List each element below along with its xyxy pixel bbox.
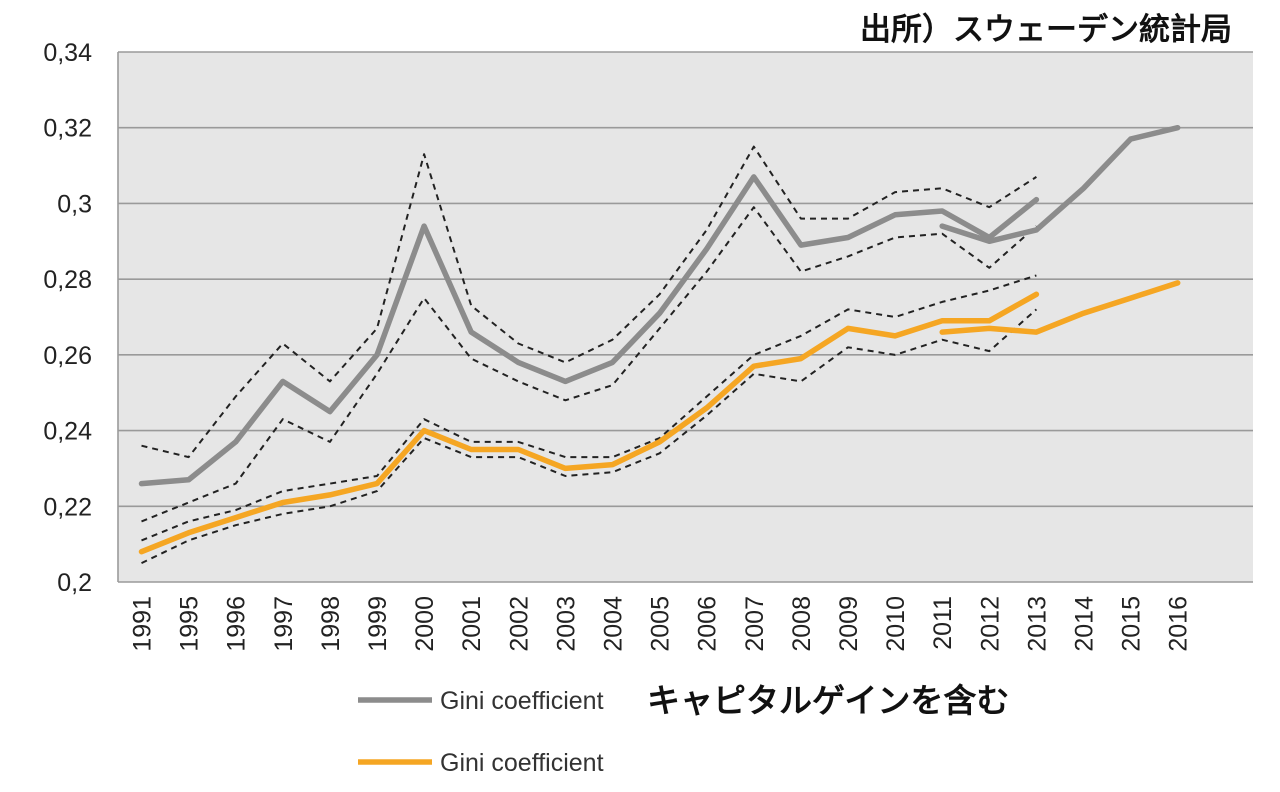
x-tick-label: 1995 (176, 596, 204, 652)
x-tick-label: 2008 (788, 596, 816, 652)
x-tick-label: 2002 (505, 596, 533, 652)
x-tick-label: 2016 (1165, 596, 1193, 652)
legend-label: Gini coefficient (440, 749, 604, 777)
x-tick-label: 1997 (270, 596, 298, 652)
x-tick-label: 2006 (694, 596, 722, 652)
x-tick-label: 2014 (1071, 596, 1099, 652)
plot-area (118, 52, 1253, 582)
x-tick-label: 2007 (741, 596, 769, 652)
series-line (939, 280, 1181, 335)
y-tick-label: 0,2 (57, 569, 92, 597)
x-tick-label: 1991 (129, 596, 157, 652)
confidence-band-line (141, 206, 1038, 523)
source-label: 出所）スウェーデン統計局 (860, 12, 1232, 48)
y-tick-label: 0,32 (43, 115, 92, 143)
x-tick-label: 2005 (647, 596, 675, 652)
legend-label: Gini coefficient (440, 687, 604, 715)
y-tick-label: 0,34 (43, 39, 92, 67)
y-tick-label: 0,28 (43, 266, 92, 294)
legend-label-jp: キャピタルゲインを含む (647, 681, 1009, 720)
x-tick-label: 2010 (882, 596, 910, 652)
y-tick-label: 0,22 (43, 493, 92, 521)
x-tick-label: 1998 (317, 596, 345, 652)
y-tick-label: 0,24 (43, 418, 92, 446)
x-tick-label: 1999 (364, 596, 392, 652)
x-tick-label: 2011 (929, 596, 957, 650)
x-tick-label: 2012 (976, 596, 1004, 652)
x-tick-label: 2004 (600, 596, 628, 652)
y-tick-label: 0,3 (57, 190, 92, 218)
x-tick-label: 2000 (411, 596, 439, 652)
confidence-band-line (141, 145, 1037, 459)
series-line (939, 124, 1181, 245)
x-tick-label: 2001 (458, 596, 486, 652)
series-line (138, 291, 1040, 555)
x-tick-label: 2003 (552, 596, 580, 652)
x-tick-label: 2015 (1118, 596, 1146, 652)
x-tick-label: 1996 (223, 596, 251, 652)
x-tick-label: 2013 (1023, 596, 1051, 652)
confidence-band-line (141, 308, 1038, 565)
x-tick-label: 2009 (835, 596, 863, 652)
confidence-band-line (141, 274, 1037, 542)
y-tick-label: 0,26 (43, 342, 92, 370)
series-line (138, 174, 1040, 487)
